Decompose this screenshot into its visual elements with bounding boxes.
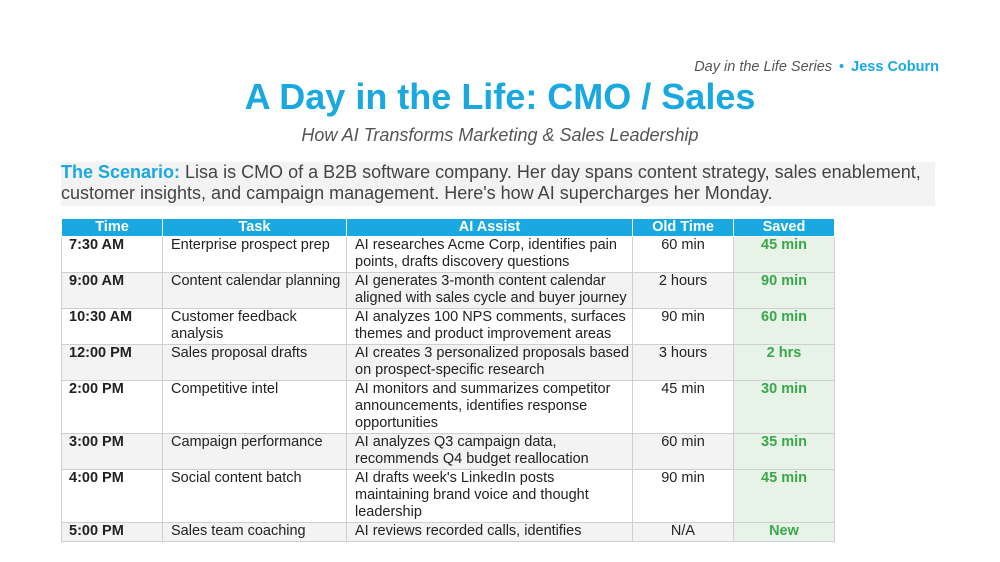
cell-old-time: 60 min bbox=[632, 236, 734, 273]
scenario-box: The Scenario: Lisa is CMO of a B2B softw… bbox=[61, 162, 935, 206]
table-row: 3:00 PM Campaign performance AI analyzes… bbox=[61, 433, 835, 470]
table-row: 7:30 AM Enterprise prospect prep AI rese… bbox=[61, 236, 835, 273]
header-old-time: Old Time bbox=[632, 218, 734, 237]
cell-old-time: 3 hours bbox=[632, 344, 734, 381]
cell-time: 9:00 AM bbox=[61, 272, 163, 309]
table-row: 5:00 PM Sales team coaching AI reviews r… bbox=[61, 522, 835, 542]
cell-old-time: N/A bbox=[632, 522, 734, 542]
cell-time: 3:00 PM bbox=[61, 433, 163, 470]
cell-ai-assist: AI analyzes Q3 campaign data, recommends… bbox=[346, 433, 633, 470]
cell-task: Competitive intel bbox=[162, 380, 347, 434]
cell-ai-assist: AI researches Acme Corp, identifies pain… bbox=[346, 236, 633, 273]
cell-saved: 45 min bbox=[733, 236, 835, 273]
table-row: 10:30 AM Customer feedback analysis AI a… bbox=[61, 308, 835, 345]
cell-time: 12:00 PM bbox=[61, 344, 163, 381]
cell-saved: 2 hrs bbox=[733, 344, 835, 381]
table-row: 4:00 PM Social content batch AI drafts w… bbox=[61, 469, 835, 523]
cell-time: 5:00 PM bbox=[61, 522, 163, 542]
cell-time: 4:00 PM bbox=[61, 469, 163, 523]
cell-time: 2:00 PM bbox=[61, 380, 163, 434]
header-task: Task bbox=[162, 218, 347, 237]
cell-old-time: 60 min bbox=[632, 433, 734, 470]
cell-task: Sales proposal drafts bbox=[162, 344, 347, 381]
table-row: 2:00 PM Competitive intel AI monitors an… bbox=[61, 380, 835, 434]
cell-saved: 60 min bbox=[733, 308, 835, 345]
byline-separator: • bbox=[839, 59, 845, 75]
cell-task: Campaign performance bbox=[162, 433, 347, 470]
table-row: 12:00 PM Sales proposal drafts AI create… bbox=[61, 344, 835, 381]
table-row: 9:00 AM Content calendar planning AI gen… bbox=[61, 272, 835, 309]
cell-saved: 30 min bbox=[733, 380, 835, 434]
schedule-table: Time Task AI Assist Old Time Saved 7:30 … bbox=[61, 218, 835, 542]
scenario-label: The Scenario: bbox=[61, 162, 181, 182]
cell-saved: 90 min bbox=[733, 272, 835, 309]
cell-time: 7:30 AM bbox=[61, 236, 163, 273]
header-saved: Saved bbox=[733, 218, 835, 237]
cell-saved: 35 min bbox=[733, 433, 835, 470]
cell-task: Content calendar planning bbox=[162, 272, 347, 309]
table-header-row: Time Task AI Assist Old Time Saved bbox=[61, 218, 835, 237]
header-ai-assist: AI Assist bbox=[346, 218, 633, 237]
cell-task: Sales team coaching bbox=[162, 522, 347, 542]
cell-old-time: 45 min bbox=[632, 380, 734, 434]
page-title: A Day in the Life: CMO / Sales bbox=[244, 76, 756, 117]
cell-old-time: 2 hours bbox=[632, 272, 734, 309]
cell-ai-assist: AI reviews recorded calls, identifies bbox=[346, 522, 633, 542]
cell-ai-assist: AI monitors and summarizes competitor an… bbox=[346, 380, 633, 434]
series-name: Day in the Life Series bbox=[694, 59, 833, 75]
cell-task: Enterprise prospect prep bbox=[162, 236, 347, 273]
header-time: Time bbox=[61, 218, 163, 237]
cell-task: Customer feedback analysis bbox=[162, 308, 347, 345]
page-subtitle: How AI Transforms Marketing & Sales Lead… bbox=[301, 125, 699, 145]
cell-old-time: 90 min bbox=[632, 469, 734, 523]
author-name: Jess Coburn bbox=[851, 59, 939, 75]
cell-ai-assist: AI generates 3-month content calendar al… bbox=[346, 272, 633, 309]
cell-ai-assist: AI drafts week's LinkedIn posts maintain… bbox=[346, 469, 633, 523]
cell-saved: New bbox=[733, 522, 835, 542]
cell-time: 10:30 AM bbox=[61, 308, 163, 345]
scenario-text: Lisa is CMO of a B2B software company. H… bbox=[61, 162, 921, 203]
cell-ai-assist: AI analyzes 100 NPS comments, surfaces t… bbox=[346, 308, 633, 345]
series-byline: Day in the Life Series • Jess Coburn bbox=[694, 59, 939, 75]
cell-task: Social content batch bbox=[162, 469, 347, 523]
cell-old-time: 90 min bbox=[632, 308, 734, 345]
cell-saved: 45 min bbox=[733, 469, 835, 523]
cell-ai-assist: AI creates 3 personalized proposals base… bbox=[346, 344, 633, 381]
